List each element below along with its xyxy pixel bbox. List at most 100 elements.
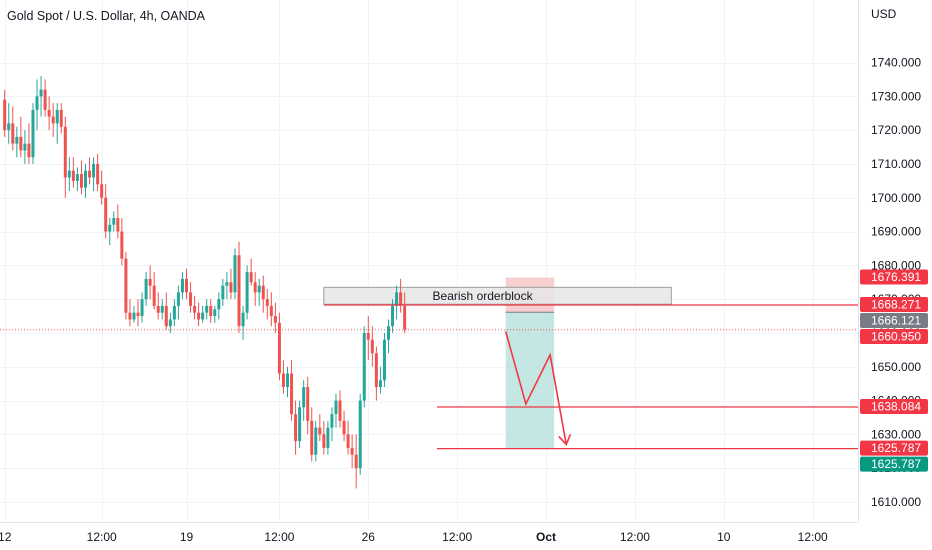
candle-body: [378, 380, 382, 388]
candle-body: [403, 305, 407, 330]
candle-body: [338, 400, 342, 421]
candle-body: [241, 312, 245, 327]
time-tick-label: 19: [180, 530, 194, 544]
orderblock-label: Bearish orderblock: [433, 289, 534, 303]
price-tick-label: 1630.000: [871, 427, 921, 441]
candle-body: [92, 163, 96, 178]
candle-body: [176, 292, 180, 306]
candle-body: [358, 400, 362, 469]
projection-arrowhead: [558, 434, 572, 446]
price-tick-label: 1710.000: [871, 157, 921, 171]
candle-body: [75, 174, 79, 181]
candle-body: [96, 163, 100, 185]
candle-body: [306, 387, 310, 421]
candle-body: [245, 272, 249, 313]
candle-body: [19, 136, 23, 151]
candle-body: [124, 258, 128, 313]
price-tag: [860, 440, 928, 456]
candle-body: [286, 373, 289, 388]
price-tag: [860, 399, 928, 415]
candle-body: [395, 292, 399, 306]
candle-body: [265, 299, 269, 306]
candle-body: [261, 285, 265, 300]
candle-body: [132, 312, 136, 320]
candle-body: [281, 373, 285, 388]
candle-body: [370, 339, 374, 354]
time-tick-label: 12:00: [442, 530, 472, 544]
candle-body: [253, 282, 257, 293]
candle-body: [120, 231, 124, 259]
candle-body: [334, 400, 338, 415]
candle-body: [310, 420, 314, 455]
candle-body: [273, 316, 277, 323]
candle-body: [31, 109, 35, 158]
candle-body: [7, 123, 11, 131]
candle-body: [23, 143, 27, 151]
time-tick-label: 26: [362, 530, 376, 544]
candle-body: [269, 305, 273, 317]
candlestick-series: [3, 76, 407, 489]
candle-body: [63, 126, 67, 178]
price-tag-label: 1660.950: [871, 330, 921, 344]
candle-body: [189, 292, 193, 306]
candle-body: [104, 197, 108, 232]
candle-body: [71, 170, 75, 181]
price-tick-label: 1680.000: [871, 258, 921, 272]
candle-body: [160, 305, 164, 313]
candle-body: [387, 326, 390, 340]
candle-body: [233, 255, 237, 293]
candle-body: [314, 427, 318, 455]
candle-body: [294, 414, 298, 442]
time-tick-label: Oct: [536, 530, 556, 544]
candle-body: [217, 299, 221, 310]
candle-body: [116, 218, 120, 232]
candle-body: [27, 143, 31, 158]
candle-body: [168, 319, 172, 327]
candle-body: [298, 407, 302, 442]
candle-body: [322, 434, 326, 448]
candle-body: [185, 278, 188, 293]
candle-body: [354, 454, 358, 469]
candle-body: [136, 312, 140, 317]
candle-body: [213, 309, 217, 317]
chart-grid: [0, 0, 858, 522]
candle-body: [391, 305, 395, 327]
candle-body: [237, 255, 241, 327]
candle-body: [318, 427, 322, 435]
price-tag-label: 1625.787: [871, 441, 921, 455]
price-tick-label: 1650.000: [871, 360, 921, 374]
price-tick-label: 1700.000: [871, 191, 921, 205]
candle-body: [59, 109, 63, 127]
annotation-lines: [323, 304, 858, 450]
candle-body: [193, 305, 197, 313]
time-tick-label: 12:00: [798, 530, 828, 544]
candle-body: [55, 109, 59, 124]
candle-body: [302, 387, 306, 408]
candle-body: [362, 332, 366, 401]
candle-body: [156, 305, 160, 313]
candle-body: [249, 272, 253, 283]
candle-body: [67, 170, 71, 178]
candle-body: [290, 373, 294, 415]
candle-body: [112, 218, 116, 225]
candle-body: [128, 312, 132, 320]
candle-body: [326, 427, 330, 448]
price-tag: [860, 329, 928, 345]
candle-body: [201, 312, 205, 320]
candle-body: [11, 123, 15, 144]
price-tick-label: 1690.000: [871, 225, 921, 239]
time-axis[interactable]: 12 12:00 19 12:00 26 12:00 Oct 12:00 10 12:00: [0, 530, 828, 544]
time-tick-label: 12:00: [264, 530, 294, 544]
candle-body: [225, 282, 229, 286]
price-tag-label: 1676.391: [871, 270, 921, 284]
price-tag: [860, 269, 928, 285]
candle-body: [330, 414, 334, 428]
price-tag-label: 1625.787: [871, 457, 921, 471]
candle-body: [164, 305, 168, 327]
price-tag-label: 1666.121: [871, 314, 921, 328]
candle-body: [15, 136, 19, 144]
candle-body: [277, 322, 281, 374]
candle-body: [221, 285, 225, 300]
candle-body: [3, 99, 7, 131]
